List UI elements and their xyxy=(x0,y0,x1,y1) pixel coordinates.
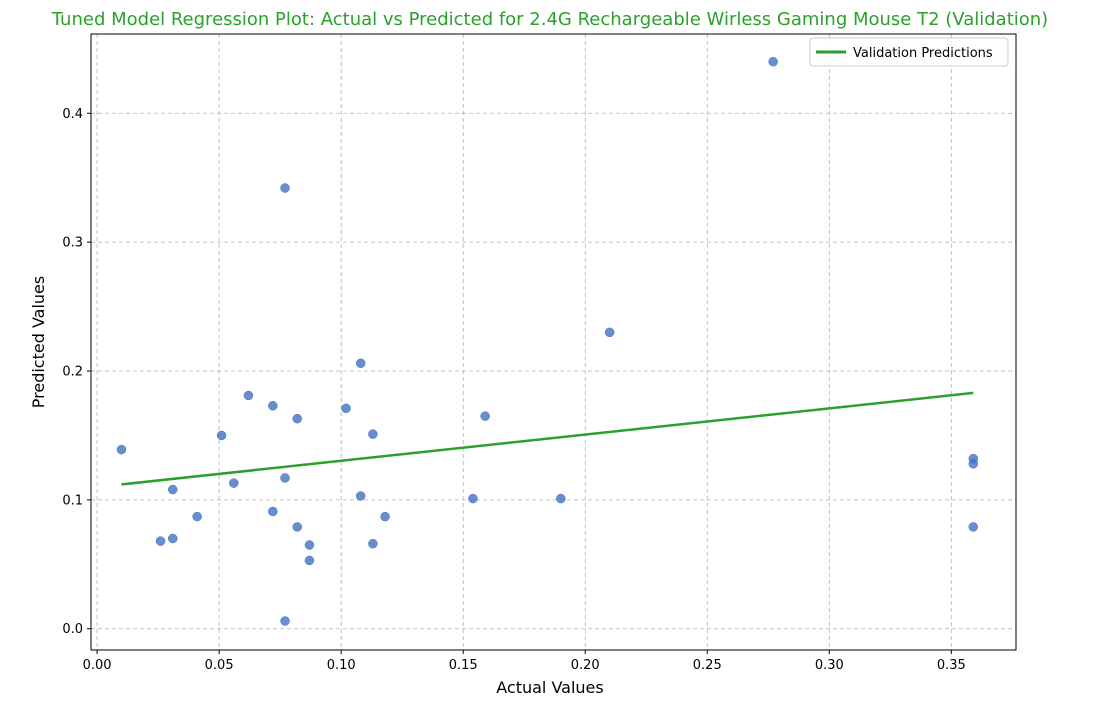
scatter-points xyxy=(116,56,979,626)
y-axis-label: Predicted Values xyxy=(29,276,48,408)
x-tick-label: 0.30 xyxy=(815,658,844,673)
data-point xyxy=(368,538,378,549)
y-tick-label: 0.3 xyxy=(62,236,83,251)
data-point xyxy=(604,327,615,338)
data-point xyxy=(468,493,478,504)
y-tick-label: 0.2 xyxy=(62,364,83,379)
data-point xyxy=(768,56,778,67)
x-axis-ticks: 0.00 0.05 0.10 0.15 0.20 0.25 0.30 0.35 xyxy=(83,650,966,673)
data-point xyxy=(556,493,566,504)
data-point xyxy=(216,430,227,441)
plot-frame xyxy=(90,33,1017,651)
x-axis-label: Actual Values xyxy=(496,678,603,697)
data-point xyxy=(341,403,351,414)
data-point xyxy=(280,183,290,193)
legend-label-validation-predictions: Validation Predictions xyxy=(853,46,993,61)
y-tick-label: 0.4 xyxy=(62,107,83,122)
x-tick-label: 0.15 xyxy=(449,658,478,673)
legend-box xyxy=(809,37,1009,67)
data-point xyxy=(243,390,254,401)
data-point xyxy=(368,429,378,439)
data-point xyxy=(268,401,278,411)
legend: Validation Predictions xyxy=(809,37,1009,67)
x-tick-label: 0.05 xyxy=(205,658,234,673)
data-point xyxy=(155,536,166,546)
x-tick-label: 0.10 xyxy=(327,658,356,673)
data-point xyxy=(192,511,202,522)
x-tick-label: 0.20 xyxy=(571,658,600,673)
data-point xyxy=(280,473,290,483)
y-axis-ticks: 0.0 0.1 0.2 0.3 0.4 xyxy=(62,107,91,637)
data-point xyxy=(292,522,302,532)
data-point xyxy=(229,478,239,488)
data-point xyxy=(268,506,278,517)
data-point xyxy=(355,491,366,501)
data-point xyxy=(968,459,979,469)
series-line-validation-predictions xyxy=(121,391,974,486)
data-point xyxy=(304,555,315,566)
x-tick-label: 0.35 xyxy=(937,658,966,673)
data-point xyxy=(168,484,178,495)
data-point xyxy=(355,358,366,369)
x-tick-label: 0.25 xyxy=(693,658,722,673)
grid-layer xyxy=(91,34,1016,650)
chart-title: Tuned Model Regression Plot: Actual vs P… xyxy=(51,9,1048,30)
data-point xyxy=(304,540,315,550)
regression-lines xyxy=(121,391,974,486)
x-tick-label: 0.00 xyxy=(83,658,112,673)
data-point xyxy=(116,444,127,455)
data-point xyxy=(292,413,302,424)
data-point xyxy=(968,522,979,532)
data-point xyxy=(280,616,290,626)
data-point xyxy=(480,411,490,421)
data-point xyxy=(380,511,390,522)
y-tick-label: 0.0 xyxy=(62,622,83,637)
data-point xyxy=(168,533,178,544)
y-tick-label: 0.1 xyxy=(62,493,83,508)
